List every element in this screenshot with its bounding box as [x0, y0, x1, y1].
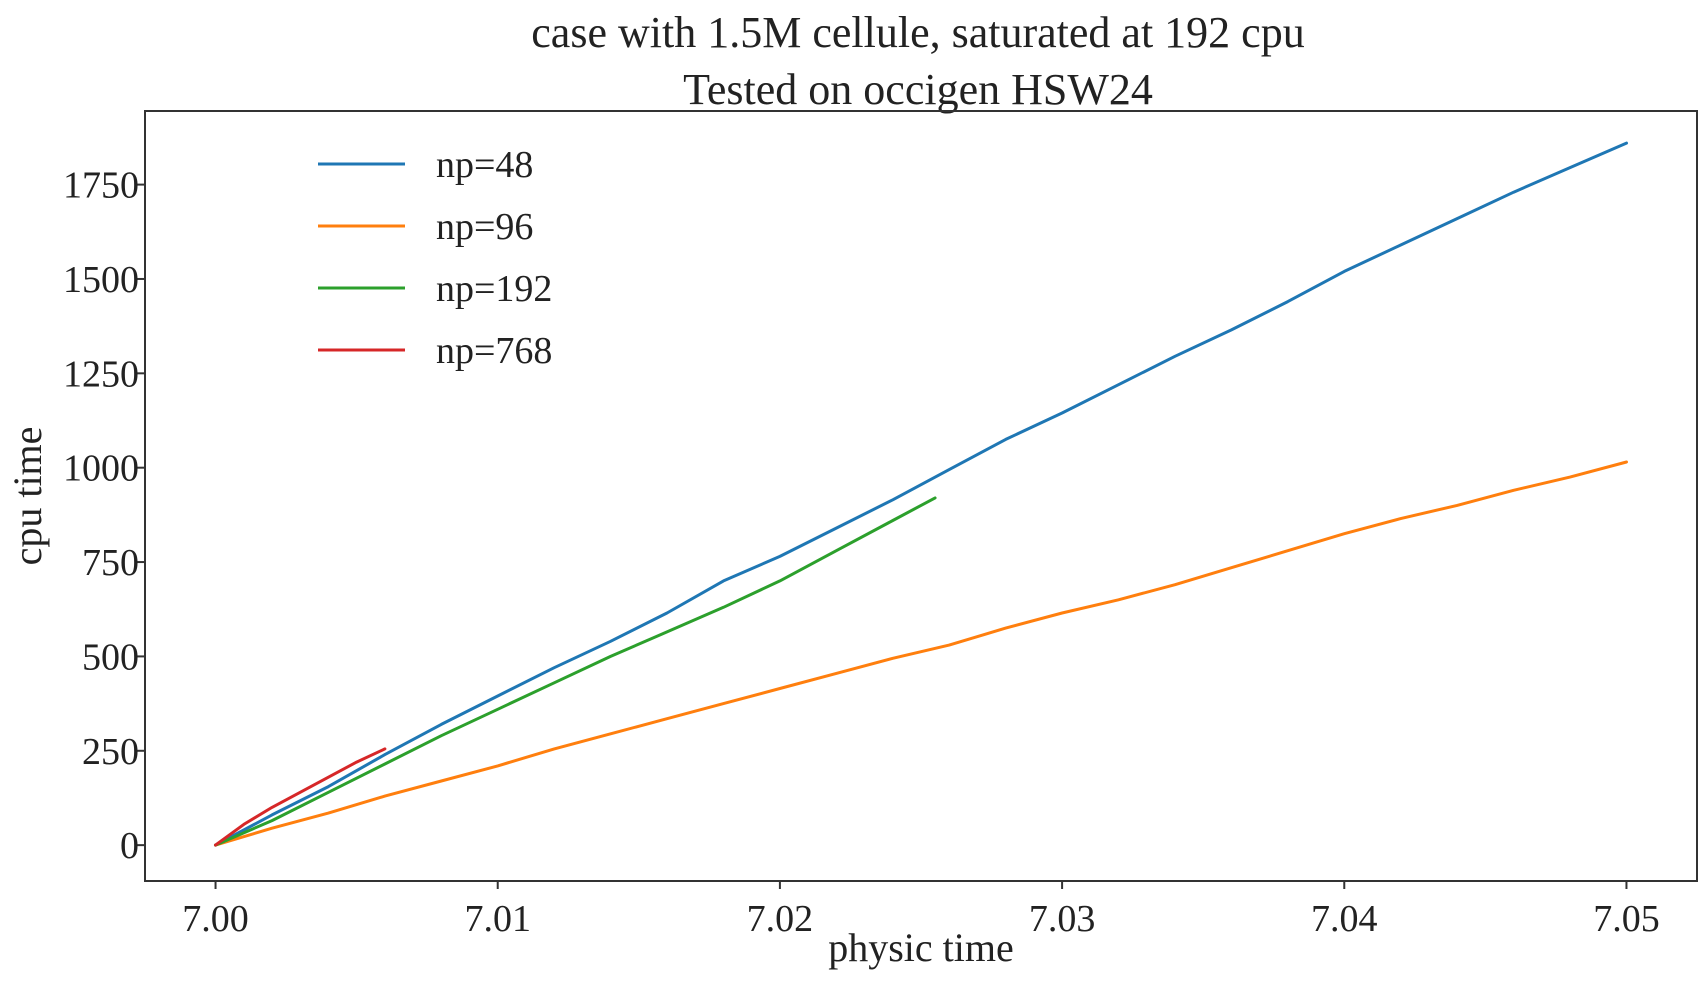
legend-label: np=48 [436, 144, 533, 186]
series-line-np-48 [214, 141, 1628, 847]
y-tick-label: 750 [82, 542, 139, 584]
legend-label: np=192 [436, 268, 552, 310]
y-axis-label: cpu time [5, 427, 50, 566]
y-tick-label: 0 [120, 825, 139, 867]
series-lines [214, 141, 1628, 847]
chart-subtitle: Tested on occigen HSW24 [683, 65, 1153, 114]
y-axis-ticks: 0 250 500 750 1000 1250 1500 1750 [63, 165, 145, 867]
legend: np=48 np=96 np=192 np=768 [318, 144, 552, 372]
x-tick-label: 7.03 [1029, 898, 1096, 940]
x-tick-label: 7.00 [182, 898, 249, 940]
y-tick-label: 1500 [63, 259, 139, 301]
x-tick-label: 7.01 [464, 898, 531, 940]
x-axis-ticks: 7.00 7.01 7.02 7.03 7.04 7.05 [182, 881, 1660, 940]
y-tick-label: 250 [82, 731, 139, 773]
plot-frame [144, 110, 1698, 882]
y-tick-label: 1750 [63, 165, 139, 207]
y-tick-label: 500 [82, 636, 139, 678]
y-tick-label: 1000 [63, 448, 139, 490]
chart-title: case with 1.5M cellule, saturated at 192… [531, 8, 1304, 57]
series-line-np-768 [214, 747, 387, 847]
x-tick-label: 7.02 [747, 898, 814, 940]
legend-label: np=768 [436, 330, 552, 372]
y-tick-label: 1250 [63, 353, 139, 395]
legend-label: np=96 [436, 206, 533, 248]
series-line-np-96 [214, 460, 1628, 847]
x-tick-label: 7.04 [1311, 898, 1378, 940]
x-tick-label: 7.05 [1593, 898, 1660, 940]
series-line-np-192 [214, 496, 937, 847]
x-axis-label: physic time [828, 925, 1014, 970]
